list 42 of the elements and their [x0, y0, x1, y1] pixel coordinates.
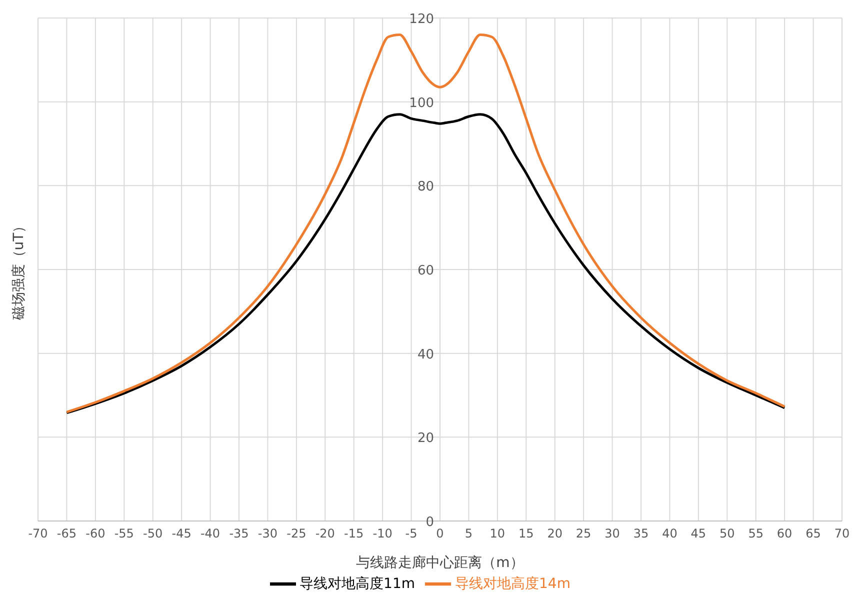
x-tick-label: 10 — [490, 526, 506, 541]
x-tick-label: 35 — [633, 526, 649, 541]
y-tick-label: 40 — [417, 347, 434, 362]
x-tick-label: 55 — [748, 526, 764, 541]
x-tick-label: 25 — [576, 526, 592, 541]
x-axis-title: 与线路走廊中心距离（m） — [356, 555, 524, 571]
x-tick-label: -35 — [229, 526, 249, 541]
y-tick-label: 120 — [409, 12, 434, 27]
x-tick-label: -25 — [286, 526, 306, 541]
y-axis-title: 磁场强度（uT） — [10, 218, 27, 322]
x-tick-label: 45 — [690, 526, 706, 541]
x-tick-label: 70 — [834, 526, 850, 541]
x-tick-label: -15 — [344, 526, 364, 541]
x-tick-label: -70 — [28, 526, 48, 541]
x-tick-label: 0 — [436, 526, 444, 541]
legend-label: 导线对地高度11m — [300, 576, 415, 592]
x-tick-label: -20 — [315, 526, 335, 541]
x-tick-label: -50 — [143, 526, 163, 541]
y-tick-label: 80 — [417, 180, 434, 195]
x-tick-label: 50 — [720, 526, 735, 541]
y-tick-label: 0 — [426, 515, 434, 530]
x-tick-label: 20 — [547, 526, 562, 541]
y-tick-label: 20 — [417, 431, 434, 446]
x-tick-label: -30 — [258, 526, 278, 541]
y-tick-label: 100 — [409, 96, 434, 111]
x-tick-label: -5 — [405, 526, 418, 541]
x-tick-label: -40 — [200, 526, 220, 541]
x-tick-label: -65 — [56, 526, 77, 541]
x-tick-label: 65 — [806, 526, 821, 541]
y-tick-label: 60 — [417, 264, 434, 278]
x-tick-label: 5 — [464, 526, 473, 541]
line-series — [65, 34, 786, 414]
x-tick-label: 30 — [604, 526, 620, 541]
x-tick-label: 60 — [776, 526, 792, 541]
line-series — [65, 113, 786, 414]
x-tick-label: -10 — [372, 526, 392, 541]
legend-label: 导线对地高度14m — [455, 576, 570, 592]
x-tick-label: 15 — [518, 526, 534, 541]
x-tick-label: 40 — [662, 526, 678, 541]
x-tick-label: -60 — [86, 526, 106, 541]
x-tick-label: -55 — [114, 526, 134, 541]
x-tick-label: -45 — [172, 526, 192, 541]
